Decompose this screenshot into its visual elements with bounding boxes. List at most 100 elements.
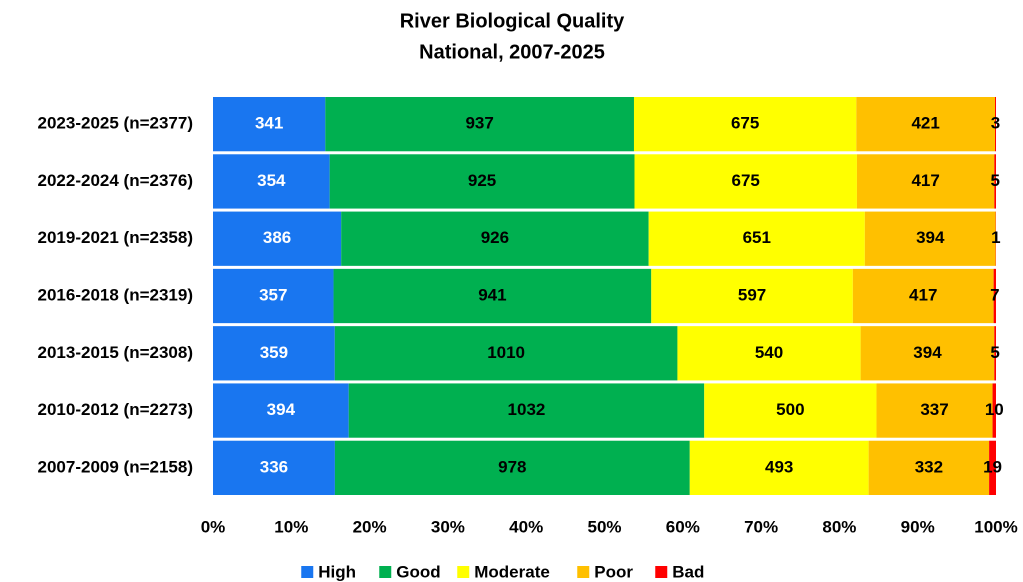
data-label: 675: [732, 171, 760, 190]
chart-subtitle: National, 2007-2025: [419, 41, 605, 63]
data-label: 3: [991, 114, 1000, 133]
bar-segment: [995, 97, 996, 152]
bar-segment: [989, 440, 996, 495]
data-label: 359: [260, 343, 288, 362]
x-tick-label: 0%: [201, 517, 226, 536]
data-label: 421: [911, 114, 939, 133]
bar-segment: [633, 97, 857, 152]
bar-segment: [325, 97, 634, 152]
x-tick-label: 30%: [431, 517, 465, 536]
bar-segment: [864, 211, 996, 266]
y-tick-label: 2016-2018 (n=2319): [38, 285, 193, 304]
bar-segment: [333, 268, 652, 324]
data-label: 417: [909, 285, 937, 304]
data-label: 925: [468, 171, 496, 190]
bar-segment: [856, 154, 995, 209]
legend-label: Poor: [594, 562, 633, 581]
data-label: 7: [990, 285, 999, 304]
bar-segment: [856, 97, 996, 152]
legend-swatch: [379, 566, 392, 578]
bar-segment: [341, 211, 649, 266]
data-label: 651: [743, 228, 771, 247]
bar-segment: [992, 383, 996, 438]
data-label: 540: [755, 343, 783, 362]
bar-segment: [213, 97, 326, 152]
data-label: 926: [481, 228, 509, 247]
bar-segment: [634, 154, 857, 209]
bar-segment: [334, 326, 678, 381]
bar-segment: [334, 440, 690, 495]
data-label: 386: [263, 228, 291, 247]
legend-swatch: [301, 566, 314, 578]
bar-segment: [213, 440, 335, 495]
bar-segment: [213, 268, 334, 324]
bar-segment: [213, 211, 342, 266]
data-label: 5: [990, 343, 999, 362]
data-label: 357: [259, 285, 287, 304]
legend-label: Moderate: [474, 562, 550, 581]
bar-segment: [994, 326, 996, 381]
bar-segment: [704, 383, 877, 438]
bar-segment: [213, 326, 335, 381]
data-label: 10: [985, 400, 1004, 419]
data-label: 337: [920, 400, 948, 419]
bar-segment: [651, 268, 853, 324]
bar-segment: [213, 383, 349, 438]
x-tick-label: 40%: [509, 517, 543, 536]
chart-title: River Biological Quality: [400, 10, 625, 32]
data-label: 941: [478, 285, 506, 304]
x-tick-label: 60%: [666, 517, 700, 536]
x-tick-label: 50%: [587, 517, 621, 536]
legend-label: Good: [396, 562, 440, 581]
data-label: 341: [255, 114, 283, 133]
data-label: 500: [776, 400, 804, 419]
data-label: 394: [267, 400, 296, 419]
bar-segment: [994, 154, 996, 209]
legend-label: Bad: [672, 562, 704, 581]
x-tick-label: 90%: [901, 517, 935, 536]
y-tick-label: 2022-2024 (n=2376): [38, 171, 193, 190]
bar-segment: [677, 326, 861, 381]
x-tick-label: 20%: [353, 517, 387, 536]
data-label: 19: [983, 457, 1002, 476]
x-tick-label: 10%: [274, 517, 308, 536]
data-label: 5: [990, 171, 999, 190]
data-label: 354: [257, 171, 286, 190]
bar-segment: [329, 154, 635, 209]
bar-segment: [648, 211, 865, 266]
y-tick-label: 2010-2012 (n=2273): [38, 400, 193, 419]
bar-segment: [689, 440, 869, 495]
data-label: 493: [765, 457, 793, 476]
legend-swatch: [577, 566, 590, 578]
bar-segment: [860, 326, 995, 381]
data-label: 1: [991, 228, 1000, 247]
data-label: 597: [738, 285, 766, 304]
legend-swatch: [457, 566, 470, 578]
data-label: 1010: [487, 343, 525, 362]
y-tick-label: 2019-2021 (n=2358): [38, 228, 193, 247]
data-label: 336: [260, 457, 288, 476]
data-label: 332: [915, 457, 943, 476]
legend-swatch: [655, 566, 668, 578]
data-label: 978: [498, 457, 526, 476]
legend-label: High: [318, 562, 356, 581]
data-label: 394: [913, 343, 942, 362]
data-label: 937: [465, 114, 493, 133]
y-tick-label: 2023-2025 (n=2377): [38, 114, 193, 133]
x-tick-label: 80%: [822, 517, 856, 536]
bar-segment: [852, 268, 994, 324]
bar-segment: [213, 154, 330, 209]
bar-segment: [348, 383, 705, 438]
data-label: 417: [911, 171, 939, 190]
bar-segment: [868, 440, 990, 495]
bar-segment: [876, 383, 993, 438]
bar-segment: [993, 268, 996, 324]
x-tick-label: 100%: [974, 517, 1017, 536]
y-tick-label: 2007-2009 (n=2158): [38, 457, 193, 476]
data-label: 394: [916, 228, 945, 247]
x-tick-label: 70%: [744, 517, 778, 536]
data-label: 675: [731, 114, 759, 133]
y-tick-label: 2013-2015 (n=2308): [38, 343, 193, 362]
data-label: 1032: [508, 400, 546, 419]
